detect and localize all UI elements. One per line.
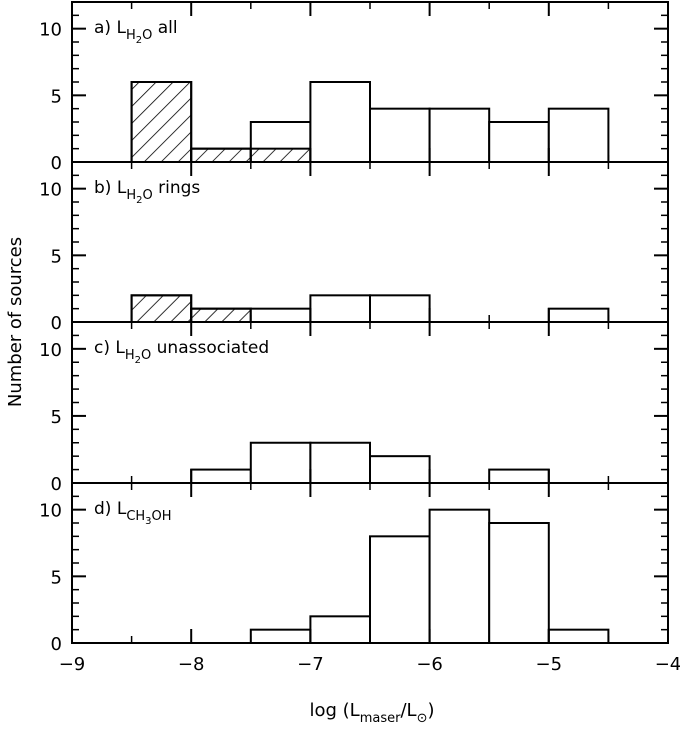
y-tick-label: 10 <box>39 501 62 522</box>
panel-label: a) LH2O all <box>94 18 178 46</box>
y-tick-label: 0 <box>51 313 62 334</box>
y-tick-label: 5 <box>51 86 62 107</box>
histogram-bar <box>430 109 490 162</box>
histogram-bar <box>370 536 430 643</box>
histogram-bar <box>489 470 549 483</box>
histogram-bar <box>310 82 370 162</box>
y-tick-label: 0 <box>51 474 62 495</box>
y-tick-label: 10 <box>39 20 62 41</box>
panel-a: 0 5 10 a) LH2O all <box>39 2 668 174</box>
x-tick-label: −9 <box>59 654 86 675</box>
y-tick-label: 0 <box>51 634 62 655</box>
hatched-bar <box>132 82 192 162</box>
y-tick-label: 10 <box>39 340 62 361</box>
histogram-bar <box>251 443 311 483</box>
y-tick-label: 5 <box>51 246 62 267</box>
hatched-bar <box>191 309 251 322</box>
y-tick-label: 5 <box>51 407 62 428</box>
panel-d: 0 5 10 d) LCH3OH <box>39 483 668 655</box>
histogram-bar <box>370 295 430 322</box>
hatched-bar <box>132 295 192 322</box>
histogram-bar <box>310 443 370 483</box>
panel-label: c) LH2O unassociated <box>94 338 269 366</box>
hatched-bar <box>191 149 251 162</box>
histogram-bar <box>251 630 311 643</box>
hatched-bar <box>251 149 311 162</box>
histogram-bar <box>549 309 609 322</box>
x-tick-label: −8 <box>178 654 205 675</box>
panel-b: 0 5 10 b) LH2O rings <box>39 162 668 334</box>
histogram-bar <box>549 109 609 162</box>
histogram-bar <box>430 510 490 643</box>
histogram-bar <box>310 616 370 643</box>
x-tick-label: −6 <box>416 654 443 675</box>
histogram-bar <box>251 309 311 322</box>
panel-c: 0 5 10 c) LH2O unassociated <box>39 322 668 495</box>
histogram-bar <box>549 630 609 643</box>
histogram-bar <box>191 470 251 483</box>
y-axis-title: Number of sources <box>5 237 26 407</box>
shared-x-axis: −9 −8 −7 −6 −5 −4 <box>59 654 680 675</box>
histogram-bar <box>370 456 430 483</box>
histogram-bar <box>489 523 549 643</box>
panel-label: b) LH2O rings <box>94 178 200 206</box>
x-tick-label: −5 <box>536 654 563 675</box>
histogram-bar <box>489 122 549 162</box>
y-tick-label: 5 <box>51 567 62 588</box>
y-tick-label: 0 <box>51 153 62 174</box>
histogram-bar <box>370 109 430 162</box>
panels-group: 0 5 10 a) LH2O all 0 5 10 b) LH2O rings 0 5 10 c) L… <box>39 2 668 655</box>
histogram-bar <box>310 295 370 322</box>
x-tick-label: −7 <box>297 654 324 675</box>
panel-label: d) LCH3OH <box>94 499 172 527</box>
x-tick-label: −4 <box>655 654 680 675</box>
x-axis-title: log (Lmaser/L⊙) <box>310 700 435 726</box>
y-tick-label: 10 <box>39 180 62 201</box>
